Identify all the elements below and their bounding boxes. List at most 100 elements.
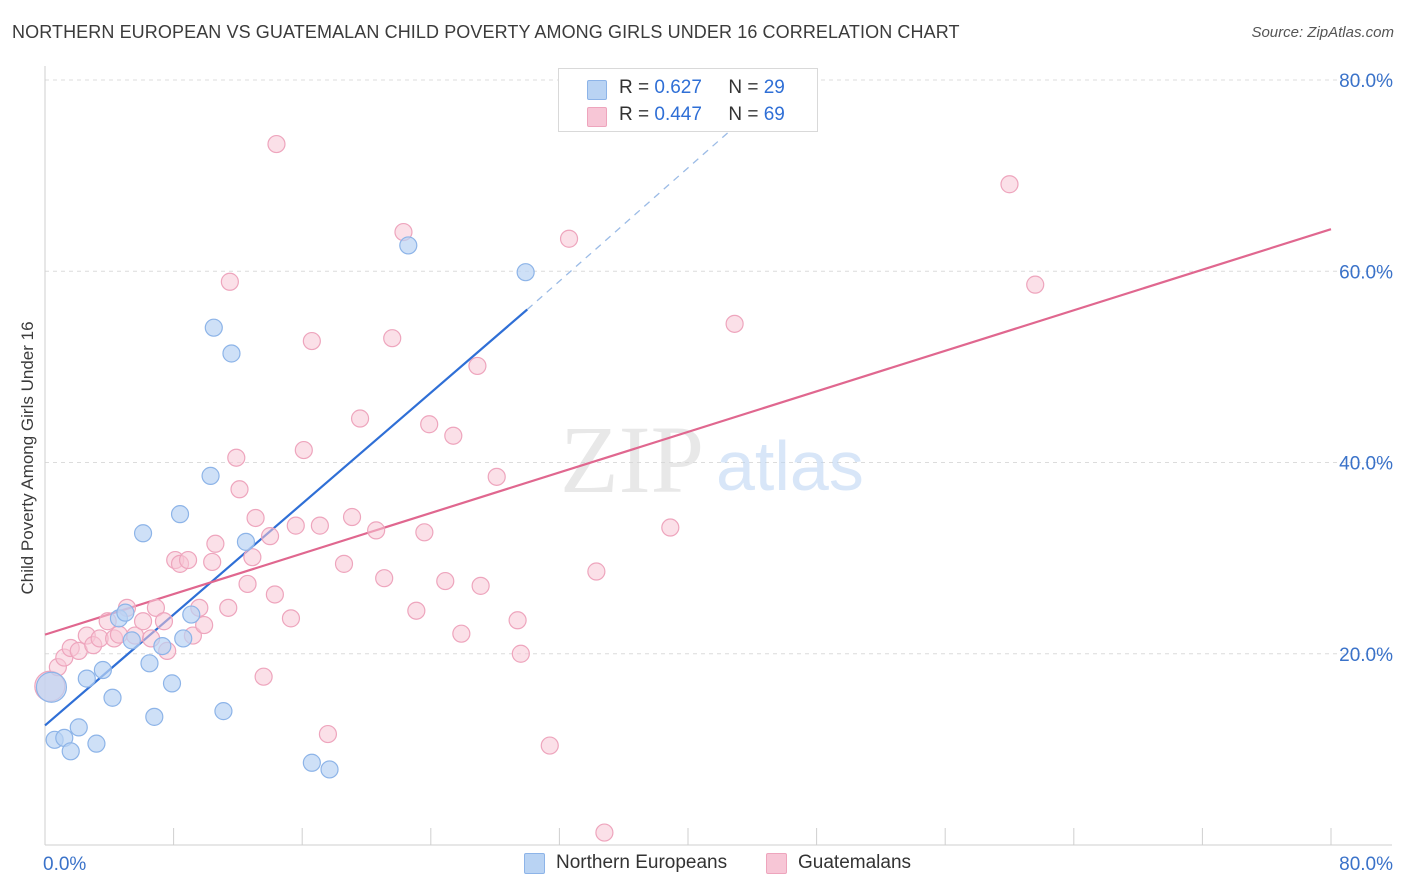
northern-europeans-trend-line (44, 308, 528, 727)
guatemalan-point (281, 609, 301, 628)
legend-r-label: R = (619, 104, 650, 125)
northern-european-point (302, 753, 321, 772)
legend-n-label: N = (728, 104, 759, 125)
bottom-legend-swatch-blue (524, 853, 545, 874)
axes (44, 66, 1392, 846)
guatemalan-point (265, 585, 284, 604)
bottom-legend-swatch-pink (766, 853, 787, 874)
guatemalan-point (267, 134, 286, 154)
northern-european-point (77, 669, 96, 688)
x-tick-label: 0.0% (43, 854, 86, 875)
trend-lines (44, 117, 1332, 727)
guatemalan-point (195, 615, 214, 635)
x-tick-label: 80.0% (1339, 854, 1393, 875)
y-tick-label: 20.0% (1339, 645, 1393, 666)
y-tick-label: 60.0% (1339, 262, 1393, 283)
tick-labels: 20.0% 40.0% 60.0% 80.0% 0.0% 80.0% (43, 71, 1393, 875)
y-tick-label: 40.0% (1339, 454, 1393, 475)
northern-european-point (201, 466, 220, 485)
legend-n-value: 29 (763, 77, 785, 98)
guatemalan-point (146, 598, 166, 617)
guatemalan-point (294, 440, 313, 460)
guatemalan-point (220, 272, 239, 291)
guatemalan-point (243, 548, 262, 567)
legend-r-value: 0.447 (654, 104, 702, 125)
source-credit: Source: ZipAtlas.com (1251, 24, 1394, 41)
watermark-atlas: atlas (716, 427, 864, 505)
guatemalan-point (407, 601, 426, 620)
legend-swatch-pink (587, 107, 607, 127)
guatemalan-point (318, 724, 338, 744)
guatemalan-point (310, 516, 329, 535)
watermark: ZIP atlas (560, 406, 864, 513)
guatemalan-point (254, 667, 273, 686)
guatemalan-point (540, 736, 559, 755)
guatemalan-point (367, 521, 386, 540)
guatemalan-point (436, 571, 455, 591)
legend-r-label: R = (619, 77, 650, 98)
guatemalan-point (227, 448, 246, 467)
northern-european-point (133, 524, 153, 543)
guatemalan-point (334, 554, 354, 573)
northern-european-point (116, 603, 135, 622)
northern-european-point (145, 707, 164, 726)
guatemalan-point (230, 480, 249, 499)
guatemalan-point (511, 644, 530, 663)
chart-title: NORTHERN EUROPEAN VS GUATEMALAN CHILD PO… (12, 22, 960, 42)
northern-european-point (61, 742, 80, 761)
guatemalan-point (219, 598, 238, 617)
guatemalan-point (471, 576, 490, 595)
guatemalan-point (559, 229, 579, 248)
northern-european-point (236, 532, 256, 551)
guatemalan-point (725, 314, 744, 333)
guatemalan-point (508, 611, 527, 630)
northern-european-point (182, 605, 201, 624)
guatemalan-point (444, 426, 463, 445)
northern-european-point (69, 718, 88, 737)
guatemalan-point (452, 624, 471, 643)
bottom-legend-label: Guatemalans (798, 852, 912, 873)
guatemalan-point (595, 823, 614, 842)
guatemalan-point (487, 467, 506, 486)
northern-european-point (153, 636, 172, 656)
northern-european-point (93, 660, 112, 680)
northern-european-point (122, 631, 141, 650)
guatemalan-point (203, 552, 222, 572)
legend-n-value: 69 (763, 104, 785, 125)
legend-n-label: N = (728, 77, 759, 98)
northern-european-point (170, 505, 190, 524)
northern-european-point (320, 760, 339, 779)
northern-european-point (214, 702, 233, 721)
northern-european-point (516, 263, 535, 282)
guatemalan-point (238, 574, 257, 594)
guatemalan-point (350, 409, 370, 428)
legend-r-value: 0.627 (654, 77, 702, 98)
northern-european-point (399, 236, 418, 255)
watermark-zip: ZIP (560, 406, 704, 513)
guatemalan-point (154, 612, 174, 631)
stats-legend: R = 0.627 N = 29 R = 0.447 N = 69 (558, 68, 818, 132)
northern-european-point (140, 654, 159, 673)
guatemalans-trend-line (44, 228, 1332, 636)
northern-european-point (35, 671, 68, 703)
guatemalan-point (133, 612, 153, 631)
gridlines (45, 79, 1392, 655)
legend-swatch-blue (587, 80, 607, 100)
bottom-legend-label: Northern Europeans (556, 852, 728, 873)
guatemalan-point (206, 534, 225, 553)
northern-european-point (174, 629, 193, 648)
northern-european-point (103, 688, 122, 707)
guatemalan-point (468, 356, 487, 376)
guatemalan-point (420, 415, 439, 434)
northern-europeans-trend-extension (526, 117, 745, 310)
guatemalan-point (260, 527, 280, 546)
guatemalan-point (302, 331, 321, 351)
y-tick-label: 80.0% (1339, 71, 1393, 92)
guatemalan-point (342, 507, 362, 527)
guatemalan-point (1000, 175, 1019, 194)
guatemalan-point (375, 569, 394, 588)
guatemalan-point (178, 550, 198, 570)
guatemalan-point (383, 329, 402, 348)
northern-european-point (87, 734, 106, 753)
